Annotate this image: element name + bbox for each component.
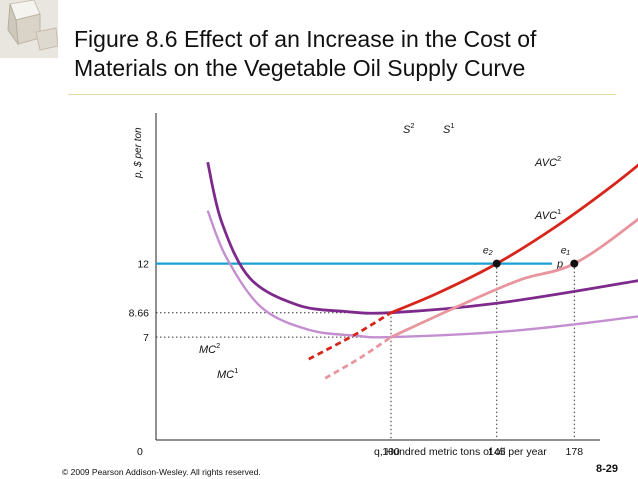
equilibrium-point [492, 259, 501, 268]
decorative-cube-art [0, 0, 58, 58]
title-divider [68, 94, 616, 95]
x-tick-label: 178 [566, 446, 584, 458]
series-s2-curve [390, 163, 638, 314]
equilibrium-label: e₁ [561, 245, 571, 257]
y-tick-label: 8.66 [129, 308, 150, 320]
series-label: MC2 [199, 341, 220, 356]
copyright-notice: © 2009 Pearson Addison-Wesley. All right… [62, 467, 261, 477]
x-tick-label: 145 [488, 446, 506, 458]
series-mc1-curve [324, 335, 392, 380]
series-avc1-curve [206, 210, 638, 339]
x-tick-label: 100 [382, 446, 400, 458]
origin-label: 0 [137, 446, 143, 458]
y-axis-label: p, $ per ton [133, 127, 144, 179]
y-tick-label: 12 [137, 259, 149, 271]
series-label: AVC1 [534, 207, 561, 222]
series-s1-curve [390, 217, 638, 339]
x-axis-label: q, Hundred metric tons of oil per year [374, 446, 547, 458]
y-tick-label: 7 [143, 332, 149, 344]
slide-title-line2: Materials on the Vegetable Oil Supply Cu… [74, 55, 526, 81]
series-label: MC1 [217, 366, 238, 381]
slide-number: 8-29 [596, 463, 619, 475]
slide-title-line1: Figure 8.6 Effect of an Increase in the … [74, 26, 537, 52]
series-label: S2 [403, 121, 415, 136]
equilibrium-label: e₂ [483, 245, 493, 257]
price-line-label: p [556, 259, 563, 271]
series-avc2-curve [206, 161, 638, 315]
equilibrium-point [570, 259, 579, 268]
series-label: AVC2 [534, 154, 561, 169]
series-label: S1 [443, 121, 455, 136]
series-mc2-curve [308, 311, 392, 361]
slide-title: Figure 8.6 Effect of an Increase in the … [74, 25, 614, 83]
